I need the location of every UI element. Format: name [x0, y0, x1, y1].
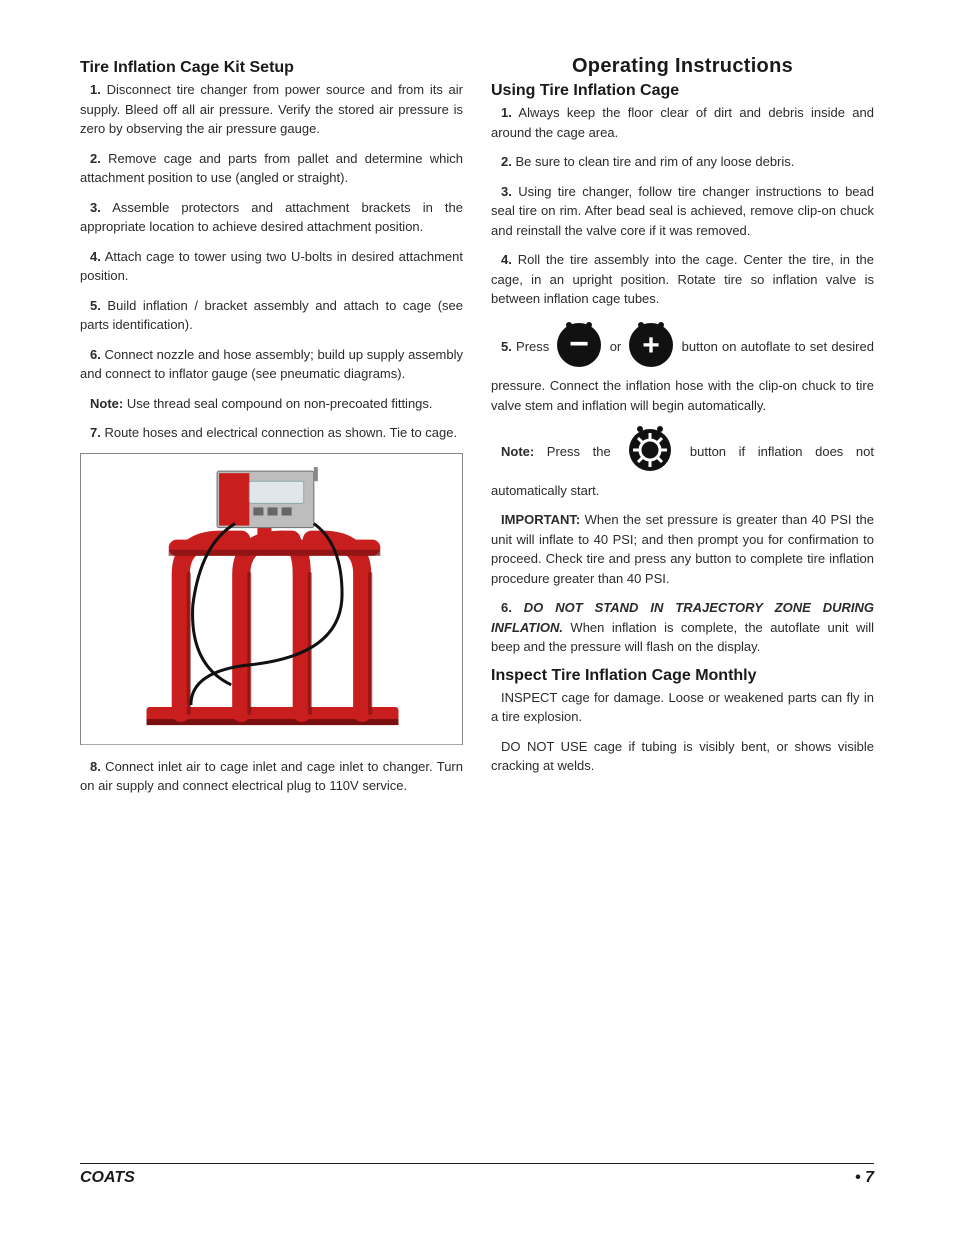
- step-3-text: Assemble protectors and attachment brack…: [80, 200, 463, 235]
- r-step-3-text: Using tire changer, follow tire changer …: [491, 184, 874, 238]
- footer-brand: COATS: [80, 1169, 135, 1187]
- step-6-text: Connect nozzle and hose assembly; build …: [80, 347, 463, 382]
- svg-text:−: −: [570, 325, 590, 363]
- step-2-num: 2.: [80, 151, 101, 166]
- step-4-text: Attach cage to tower using two U-bolts i…: [80, 249, 463, 284]
- step-7-text: Route hoses and electrical connection as…: [101, 425, 457, 440]
- step-2-text: Remove cage and parts from pallet and de…: [80, 151, 463, 186]
- step-4: 4. Attach cage to tower using two U-bolt…: [80, 247, 463, 286]
- r-step-6-num: 6.: [491, 600, 512, 615]
- inspect-p1-text: INSPECT cage for damage. Loose or weaken…: [491, 690, 874, 725]
- note-1-text: Use thread seal compound on non-precoate…: [123, 396, 432, 411]
- r-step-6: 6. DO NOT STAND IN TRAJECTORY ZONE DURIN…: [491, 598, 874, 657]
- step-1-text: Disconnect tire changer from power sourc…: [80, 82, 463, 136]
- inspect-p2-text: DO NOT USE cage if tubing is visibly ben…: [491, 739, 874, 774]
- step-3: 3. Assemble protectors and attachment br…: [80, 198, 463, 237]
- cage-figure: [80, 453, 463, 745]
- r-step-1: 1. Always keep the floor clear of dirt a…: [491, 103, 874, 142]
- r-step-2: 2. Be sure to clean tire and rim of any …: [491, 152, 874, 172]
- step-4-num: 4.: [80, 249, 101, 264]
- using-heading: Using Tire Inflation Cage: [491, 82, 874, 100]
- minus-button-icon: −: [553, 317, 605, 375]
- note-2: Note: Press the button if inflation doe: [491, 425, 874, 500]
- step-8-text: Connect inlet air to cage inlet and cage…: [80, 759, 463, 794]
- r-step-4-text: Roll the tire assembly into the cage. Ce…: [491, 252, 874, 306]
- setup-heading: Tire Inflation Cage Kit Setup: [80, 59, 463, 77]
- step-8: 8. Connect inlet air to cage inlet and c…: [80, 757, 463, 796]
- r-step-4-num: 4.: [491, 252, 512, 267]
- step-6-num: 6.: [80, 347, 101, 362]
- r-step-5-num: 5.: [491, 339, 512, 354]
- step-8-num: 8.: [80, 759, 101, 774]
- inspect-heading: Inspect Tire Inflation Cage Monthly: [491, 667, 874, 685]
- r-step-1-text: Always keep the floor clear of dirt and …: [491, 105, 874, 140]
- operating-title: Operating Instructions: [491, 55, 874, 78]
- r-step-3-num: 3.: [491, 184, 512, 199]
- step-3-num: 3.: [80, 200, 101, 215]
- tire-inflation-cage-illustration: [80, 453, 463, 745]
- step-2: 2. Remove cage and parts from pallet and…: [80, 149, 463, 188]
- step-1: 1. Disconnect tire changer from power so…: [80, 80, 463, 139]
- step-5-text: Build inflation / bracket assembly and a…: [80, 298, 463, 333]
- svg-text:+: +: [643, 329, 661, 362]
- page-content: Tire Inflation Cage Kit Setup 1. Disconn…: [80, 55, 874, 1025]
- tire-button-icon: [623, 423, 677, 479]
- plus-button-icon: +: [625, 317, 677, 375]
- r-step-5c: button on autoflate to set desired press…: [491, 339, 874, 413]
- important-label: IMPORTANT:: [491, 512, 580, 527]
- note-2-label: Note:: [491, 444, 534, 459]
- r-step-5b: or: [610, 339, 622, 354]
- note-1: Note: Use thread seal compound on non-pr…: [80, 394, 463, 414]
- page-footer: COATS • 7: [80, 1163, 874, 1187]
- step-5-num: 5.: [80, 298, 101, 313]
- step-1-num: 1.: [80, 82, 101, 97]
- r-step-5a: Press: [512, 339, 549, 354]
- inspect-p1: INSPECT cage for damage. Loose or weaken…: [491, 688, 874, 727]
- r-step-2-text: Be sure to clean tire and rim of any loo…: [512, 154, 795, 169]
- footer-page: • 7: [855, 1169, 874, 1187]
- note-1-label: Note:: [80, 396, 123, 411]
- step-5: 5. Build inflation / bracket assembly an…: [80, 296, 463, 335]
- step-7: 7. Route hoses and electrical connection…: [80, 423, 463, 443]
- important-note: IMPORTANT: When the set pressure is grea…: [491, 510, 874, 588]
- r-step-2-num: 2.: [491, 154, 512, 169]
- r-step-1-num: 1.: [491, 105, 512, 120]
- note-2a: Press the: [534, 444, 610, 459]
- step-6: 6. Connect nozzle and hose assembly; bui…: [80, 345, 463, 384]
- r-step-4: 4. Roll the tire assembly into the cage.…: [491, 250, 874, 309]
- inspect-p2: DO NOT USE cage if tubing is visibly ben…: [491, 737, 874, 776]
- r-step-3: 3. Using tire changer, follow tire chang…: [491, 182, 874, 241]
- step-7-num: 7.: [80, 425, 101, 440]
- r-step-5: 5. Press − or + button on autoflate to s…: [491, 319, 874, 416]
